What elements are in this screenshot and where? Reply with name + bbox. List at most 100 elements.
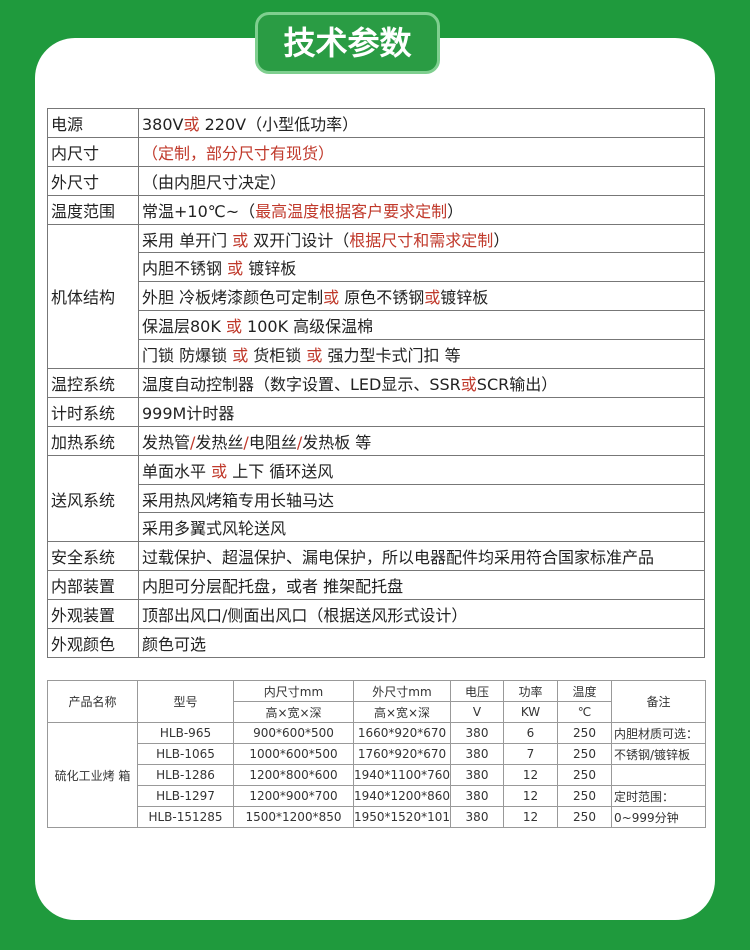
text-part: 发热丝 — [195, 432, 244, 452]
cell: 250 — [557, 785, 612, 807]
text-part: SCR输出） — [476, 374, 558, 394]
spec-label: 电源 — [47, 108, 139, 138]
cell: 380 — [450, 764, 504, 786]
text-part: 内胆不锈钢 — [142, 259, 228, 279]
spec-row: 外尺寸 （由内胆尺寸决定） — [47, 165, 705, 196]
spec-label: 机体结构 — [47, 223, 139, 370]
spec-row: 电源 380V或 220V（小型低功率） — [47, 108, 705, 138]
text-part: 根据尺寸和需求定制 — [349, 230, 494, 250]
title: 技术参数 — [255, 12, 440, 74]
cell: 1950*1520*1010 — [353, 806, 451, 828]
text-part: 发热管 — [142, 432, 191, 452]
spec-row: 采用多翼式风轮送风 — [48, 512, 705, 543]
model-row: 硫化工业烤 箱 HLB-965 900*600*500 1660*920*670 380… — [47, 722, 706, 828]
cell: 380 — [450, 743, 504, 765]
spec-row: 温度范围 常温+10℃~（最高温度根据客户要求定制） — [47, 194, 705, 225]
cell: 内胆材质可选： — [611, 722, 706, 744]
text-part: 或 — [225, 317, 242, 337]
header-cell: 外尺寸mm — [353, 680, 451, 702]
text-part: （由内胆尺寸决定） — [142, 172, 287, 192]
spec-value: 温度自动控制器（数字设置、LED显示、SSR或SCR输出） — [138, 368, 705, 398]
header-unit: KW — [503, 701, 558, 723]
spec-label: 安全系统 — [47, 541, 139, 572]
text-part: 常温+10℃~（ — [142, 201, 256, 221]
cell: 1500*1200*850 — [233, 806, 354, 828]
text-part: 双开门设计（ — [248, 230, 350, 250]
text-part: 或 — [424, 288, 441, 308]
text-part: 380V — [142, 114, 184, 134]
header-unit: V — [450, 701, 504, 723]
text-part: 或 — [183, 114, 200, 134]
spec-row: 送风系统 单面水平 或 上下 循环送风 — [47, 454, 705, 543]
spec-row: 安全系统 过载保护、超温保护、漏电保护，所以电器配件均采用符合国家标准产品 — [47, 541, 705, 572]
cell: 1940*1100*760 — [353, 764, 451, 786]
model-row: HLB-151285 1500*1200*850 1950*1520*1010 380… — [48, 806, 706, 828]
header-row: 产品名称 型号 内尺寸mm 外尺寸mm 电压 功率 温度 备注 — [47, 680, 706, 723]
header-unit: 高×宽×深 — [353, 701, 451, 723]
text-part: / — [190, 432, 196, 452]
cell: HLB-965 — [137, 722, 234, 744]
text-part: 顶部出风口/侧面出风口（根据送风形式设计） — [142, 606, 468, 626]
spec-value: 采用多翼式风轮送风 — [138, 512, 705, 543]
spec-value: 常温+10℃~（最高温度根据客户要求定制） — [138, 194, 705, 225]
text-part: 或 — [211, 461, 228, 481]
cell — [611, 764, 706, 786]
text-part: 镀锌板 — [440, 288, 489, 308]
cell: 7 — [503, 743, 558, 765]
text-part: 单面水平 — [142, 461, 212, 481]
cell: 1660*920*670 — [353, 722, 451, 744]
cell: 1940*1200*860 — [353, 785, 451, 807]
spec-label: 温控系统 — [47, 368, 139, 398]
text-part: 100K 高级保温棉 — [241, 317, 374, 337]
spec-row: 外观装置 顶部出风口/侧面出风口（根据送风形式设计） — [47, 599, 705, 630]
cell: 1000*600*500 — [233, 743, 354, 765]
spec-label: 加热系统 — [47, 425, 139, 456]
spec-value: 顶部出风口/侧面出风口（根据送风形式设计） — [138, 599, 705, 630]
spec-label: 计时系统 — [47, 396, 139, 427]
cell: 1200*900*700 — [233, 785, 354, 807]
text-part: 颜色可选 — [142, 634, 207, 654]
spec-value: 内胆不锈钢 或 镀锌板 — [138, 252, 705, 283]
text-part: 999M计时器 — [142, 403, 235, 423]
text-part: 最高温度根据客户要求定制 — [255, 201, 448, 221]
text-part: 保温层80K — [142, 317, 226, 337]
text-part: ） — [493, 230, 510, 250]
text-part: ） — [447, 201, 464, 221]
spec-row: 内尺寸 （定制，部分尺寸有现货） — [47, 136, 705, 167]
spec-row: 内部装置 内胆可分层配托盘，或者 推架配托盘 — [47, 570, 705, 601]
text-part: 发热板 等 — [302, 432, 372, 452]
text-part: 过载保护、超温保护、漏电保护，所以电器配件均采用符合国家标准产品 — [142, 548, 655, 568]
text-part: 或 — [460, 374, 477, 394]
spec-value: 内胆可分层配托盘，或者 推架配托盘 — [138, 570, 705, 601]
text-part: 电阻丝 — [248, 432, 297, 452]
cell: HLB-1065 — [137, 743, 234, 765]
model-table: 产品名称 型号 内尺寸mm 外尺寸mm 电压 功率 温度 备注 高×宽×深 高×宽×深 V KW ℃ 硫化… — [47, 680, 706, 828]
text-part: / — [243, 432, 249, 452]
header-cell: 温度 — [557, 680, 612, 702]
cell: 0~999分钟 — [611, 806, 706, 828]
spec-row: 计时系统 999M计时器 — [47, 396, 705, 427]
text-part: 强力型卡式门扣 等 — [322, 346, 461, 366]
spec-row: 温控系统 温度自动控制器（数字设置、LED显示、SSR或SCR输出） — [47, 368, 705, 398]
spec-label: 内尺寸 — [47, 136, 139, 167]
spec-row: 外胆 冷板烤漆颜色可定制或 原色不锈钢或镀锌板 — [48, 281, 705, 312]
header-cell: 型号 — [137, 680, 234, 723]
spec-label: 内部装置 — [47, 570, 139, 601]
text-part: 采用 单开门 — [142, 230, 233, 250]
text-part: 或 — [323, 288, 340, 308]
spec-row: 门锁 防爆锁 或 货柜锁 或 强力型卡式门扣 等 — [48, 339, 705, 370]
spec-value: 发热管/发热丝/电阻丝/发热板 等 — [138, 425, 705, 456]
cell: 1200*800*600 — [233, 764, 354, 786]
header-row: 高×宽×深 高×宽×深 V KW ℃ — [48, 701, 706, 723]
text-part: 或 — [232, 346, 249, 366]
cell: 250 — [557, 722, 612, 744]
cell: 250 — [557, 764, 612, 786]
cell: 380 — [450, 806, 504, 828]
text-part: 220V（小型低功率） — [199, 114, 359, 134]
spec-value: （定制，部分尺寸有现货） — [138, 136, 705, 167]
cell: HLB-1286 — [137, 764, 234, 786]
text-part: 上下 循环送风 — [227, 461, 334, 481]
spec-label: 外观颜色 — [47, 628, 139, 658]
spec-value: 采用 单开门 或 双开门设计（根据尺寸和需求定制） — [138, 223, 705, 254]
cell: 250 — [557, 743, 612, 765]
